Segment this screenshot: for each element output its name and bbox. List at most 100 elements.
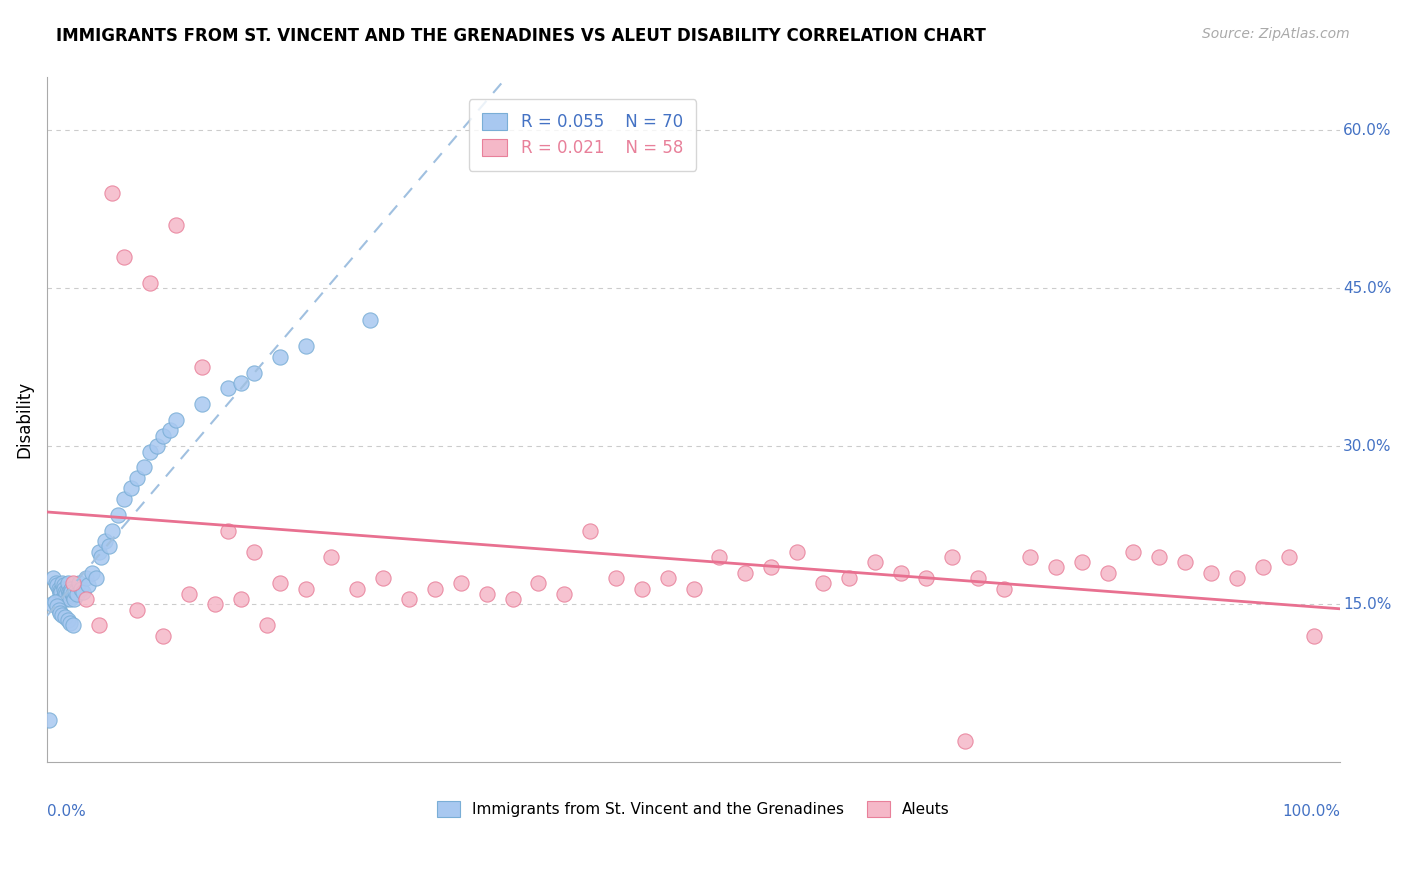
Point xyxy=(229,376,252,390)
Point xyxy=(59,587,82,601)
Point xyxy=(127,602,149,616)
Point xyxy=(165,218,187,232)
Point xyxy=(51,607,73,622)
Point xyxy=(132,460,155,475)
Point xyxy=(450,576,472,591)
Point xyxy=(139,444,162,458)
Point xyxy=(346,582,368,596)
Point xyxy=(52,582,75,596)
Point xyxy=(139,276,162,290)
Point xyxy=(77,578,100,592)
Point xyxy=(45,576,67,591)
Point xyxy=(87,618,110,632)
Point xyxy=(709,549,731,564)
Point xyxy=(294,582,316,596)
Point xyxy=(955,734,977,748)
Point xyxy=(159,424,181,438)
Point xyxy=(1226,571,1249,585)
Point xyxy=(62,576,84,591)
Point xyxy=(179,587,201,601)
Point xyxy=(87,544,110,558)
Point xyxy=(761,560,783,574)
Point xyxy=(66,587,89,601)
Y-axis label: Disability: Disability xyxy=(15,382,32,458)
Point xyxy=(56,582,79,596)
Point xyxy=(838,571,860,585)
Point xyxy=(863,555,886,569)
Point xyxy=(191,360,214,375)
Point xyxy=(100,524,122,538)
Point xyxy=(786,544,808,558)
Point xyxy=(114,250,136,264)
Point xyxy=(915,571,938,585)
Point xyxy=(359,313,381,327)
Point xyxy=(62,618,84,632)
Point xyxy=(62,589,84,603)
Point xyxy=(1251,560,1274,574)
Point xyxy=(72,584,94,599)
Point xyxy=(49,587,72,601)
Point xyxy=(53,584,76,599)
Point xyxy=(502,592,524,607)
Point xyxy=(1097,566,1119,580)
Point xyxy=(67,576,90,591)
Point xyxy=(44,595,66,609)
Point xyxy=(51,592,73,607)
Point xyxy=(48,582,70,596)
Point xyxy=(191,397,214,411)
Point xyxy=(631,582,654,596)
Point xyxy=(49,606,72,620)
Point xyxy=(243,544,266,558)
Point xyxy=(98,540,121,554)
Point xyxy=(55,587,77,601)
Point xyxy=(42,571,65,585)
Point xyxy=(553,587,575,601)
Text: 60.0%: 60.0% xyxy=(1343,122,1392,137)
Point xyxy=(56,576,79,591)
Point xyxy=(682,582,704,596)
Point xyxy=(58,584,80,599)
Point xyxy=(65,584,87,599)
Point xyxy=(1199,566,1222,580)
Text: 15.0%: 15.0% xyxy=(1343,597,1392,612)
Point xyxy=(579,524,602,538)
Point xyxy=(398,592,420,607)
Point xyxy=(58,589,80,603)
Text: Source: ZipAtlas.com: Source: ZipAtlas.com xyxy=(1202,27,1350,41)
Point xyxy=(1045,560,1067,574)
Point xyxy=(217,381,239,395)
Point xyxy=(734,566,756,580)
Point xyxy=(165,413,187,427)
Point xyxy=(90,549,112,564)
Point xyxy=(100,186,122,201)
Point xyxy=(269,576,291,591)
Point xyxy=(1277,549,1299,564)
Point xyxy=(82,566,104,580)
Point xyxy=(48,602,70,616)
Point xyxy=(53,587,76,601)
Point xyxy=(941,549,963,564)
Point xyxy=(60,582,83,596)
Point xyxy=(53,610,76,624)
Point xyxy=(55,589,77,603)
Point xyxy=(1174,555,1197,569)
Point xyxy=(107,508,129,522)
Point xyxy=(127,471,149,485)
Point xyxy=(1147,549,1170,564)
Point xyxy=(423,582,446,596)
Point xyxy=(49,584,72,599)
Point xyxy=(46,599,69,614)
Point xyxy=(49,583,72,598)
Point xyxy=(63,592,86,607)
Point xyxy=(49,589,72,603)
Point xyxy=(75,592,97,607)
Point xyxy=(46,578,69,592)
Point xyxy=(152,629,174,643)
Point xyxy=(84,571,107,585)
Point xyxy=(75,571,97,585)
Point xyxy=(1122,544,1144,558)
Point xyxy=(321,549,343,564)
Point xyxy=(373,571,395,585)
Point xyxy=(41,598,63,612)
Point xyxy=(269,350,291,364)
